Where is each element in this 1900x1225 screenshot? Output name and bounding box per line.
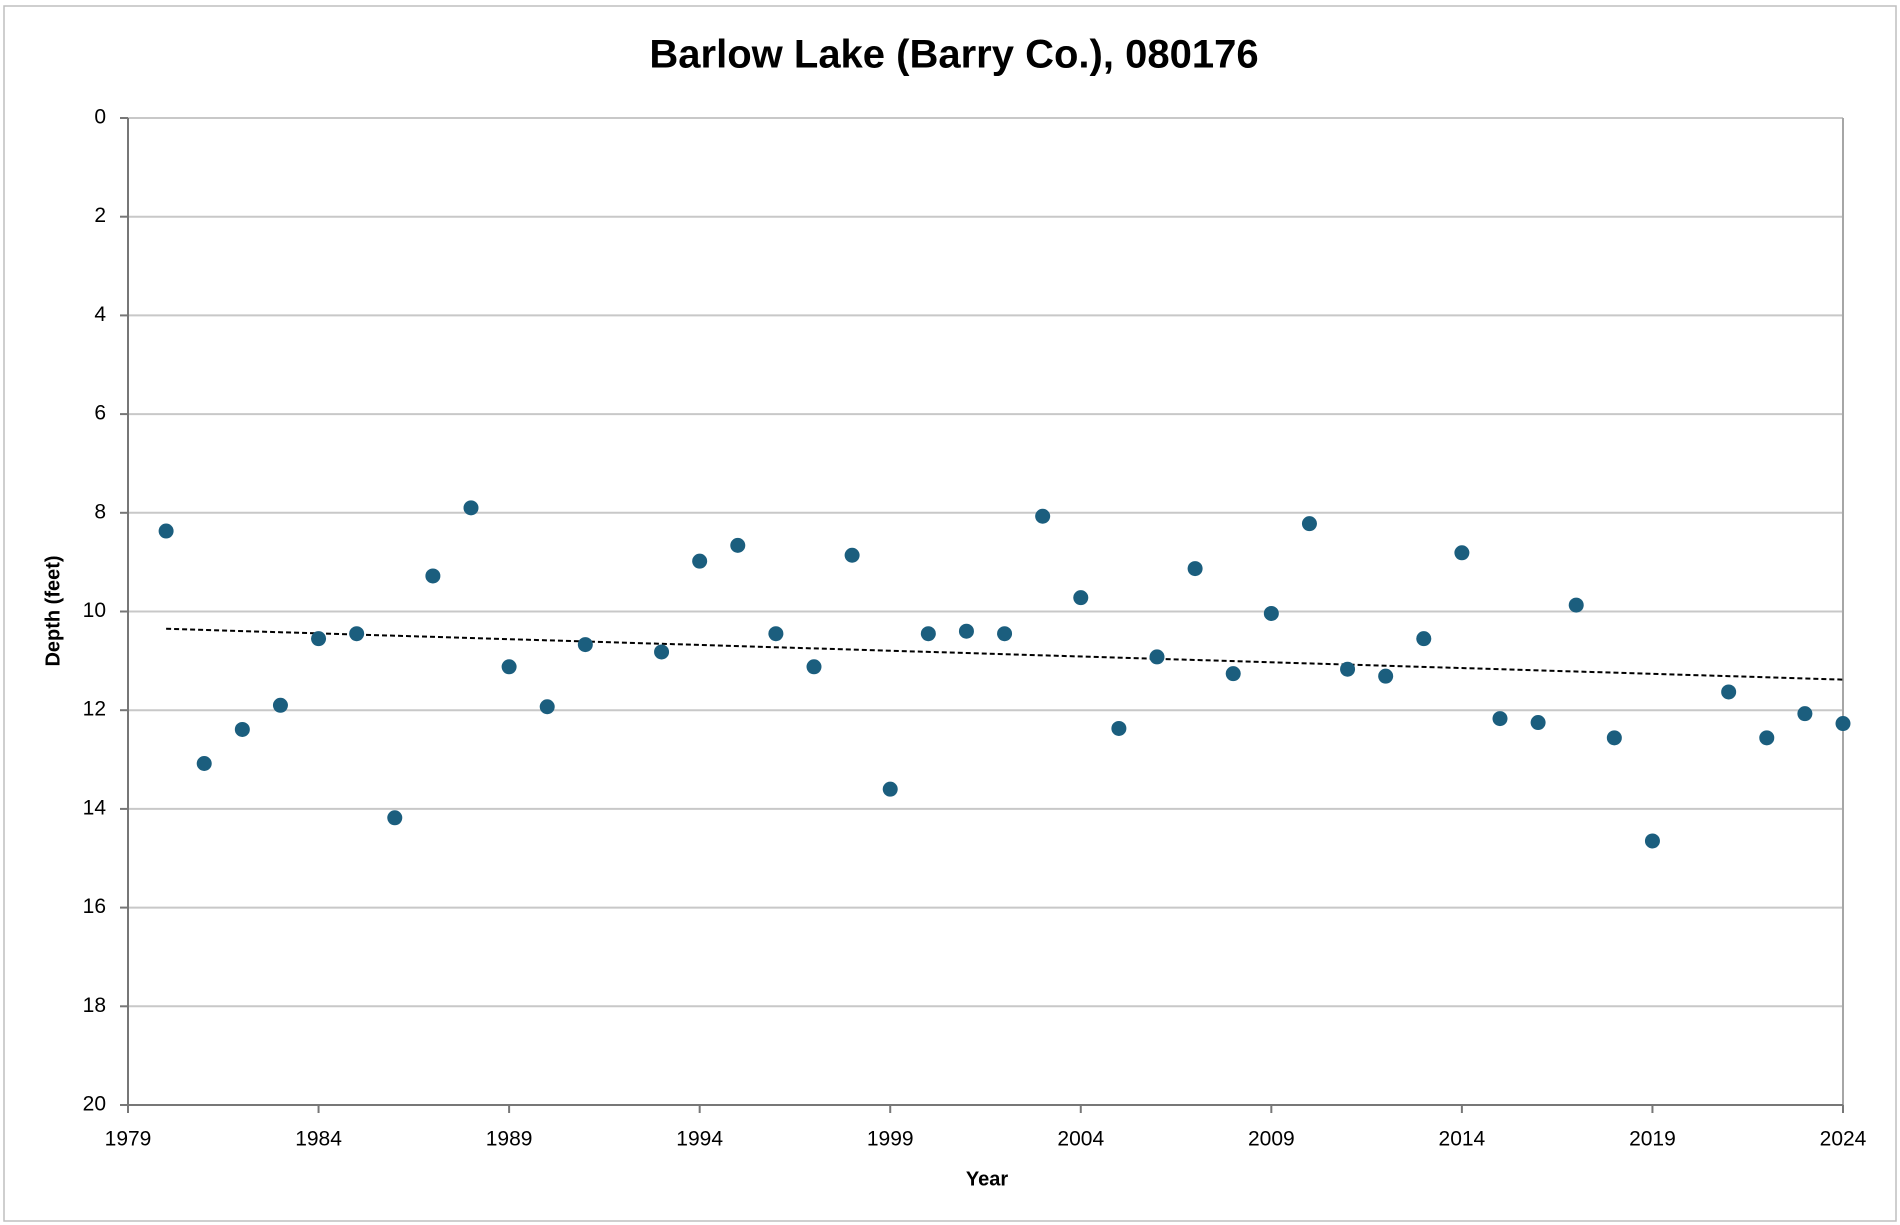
data-point xyxy=(920,626,936,642)
data-point xyxy=(1797,706,1813,722)
y-tick-label: 6 xyxy=(94,402,106,425)
x-tick-label: 1989 xyxy=(486,1128,533,1151)
data-point xyxy=(958,623,974,639)
chart-title: Barlow Lake (Barry Co.), 080176 xyxy=(649,33,1258,77)
data-point xyxy=(1492,711,1508,727)
data-point xyxy=(1568,597,1584,613)
x-tick-label: 2009 xyxy=(1248,1128,1295,1151)
y-tick-label: 18 xyxy=(83,994,106,1017)
x-axis-label: Year xyxy=(966,1168,1008,1190)
data-point xyxy=(1454,545,1470,561)
x-tick-label: 1979 xyxy=(105,1128,152,1151)
data-point xyxy=(1416,631,1432,647)
data-point xyxy=(196,755,212,771)
data-point xyxy=(692,553,708,569)
data-point xyxy=(1644,833,1660,849)
data-point xyxy=(997,626,1013,642)
data-point xyxy=(730,537,746,553)
data-point xyxy=(425,568,441,584)
data-point xyxy=(1340,661,1356,677)
data-point xyxy=(1225,666,1241,682)
data-point xyxy=(806,659,822,675)
x-tick-label: 2024 xyxy=(1820,1128,1867,1151)
y-axis-label: Depth (feet) xyxy=(42,555,64,666)
data-point xyxy=(1606,730,1622,746)
data-point xyxy=(387,810,403,826)
data-point xyxy=(1721,684,1737,700)
data-point xyxy=(768,626,784,642)
y-tick-label: 12 xyxy=(83,698,106,721)
data-point xyxy=(463,500,479,516)
data-point xyxy=(1149,649,1165,665)
data-point xyxy=(654,644,670,660)
x-tick-label: 2004 xyxy=(1057,1128,1104,1151)
data-point xyxy=(158,523,174,539)
data-point xyxy=(1263,605,1279,621)
x-tick-label: 1999 xyxy=(867,1128,914,1151)
y-tick-label: 20 xyxy=(83,1093,106,1116)
chart-frame xyxy=(3,5,1897,1222)
data-point xyxy=(1301,516,1317,532)
data-point xyxy=(234,721,250,737)
y-tick-label: 8 xyxy=(94,500,106,523)
y-tick-label: 4 xyxy=(94,303,106,326)
data-point xyxy=(1530,715,1546,731)
y-tick-label: 10 xyxy=(83,599,106,622)
data-point xyxy=(1073,590,1089,606)
x-tick-label: 1994 xyxy=(676,1128,723,1151)
y-tick-label: 16 xyxy=(83,895,106,918)
data-point xyxy=(1759,730,1775,746)
x-tick-label: 2019 xyxy=(1629,1128,1676,1151)
data-point xyxy=(577,637,593,653)
data-point xyxy=(1835,716,1851,732)
y-tick-label: 2 xyxy=(94,204,106,227)
data-point xyxy=(1111,720,1127,736)
data-point xyxy=(1035,508,1051,524)
data-point xyxy=(349,626,365,642)
data-point xyxy=(1378,668,1394,684)
data-point xyxy=(501,659,517,675)
data-point xyxy=(1187,561,1203,577)
data-point xyxy=(311,631,327,647)
x-tick-label: 1984 xyxy=(295,1128,342,1151)
data-point xyxy=(882,781,898,797)
data-point xyxy=(844,547,860,563)
y-tick-label: 0 xyxy=(94,106,106,129)
x-tick-label: 2014 xyxy=(1439,1128,1486,1151)
data-point xyxy=(272,697,288,713)
y-tick-label: 14 xyxy=(83,796,107,819)
data-point xyxy=(539,699,555,715)
